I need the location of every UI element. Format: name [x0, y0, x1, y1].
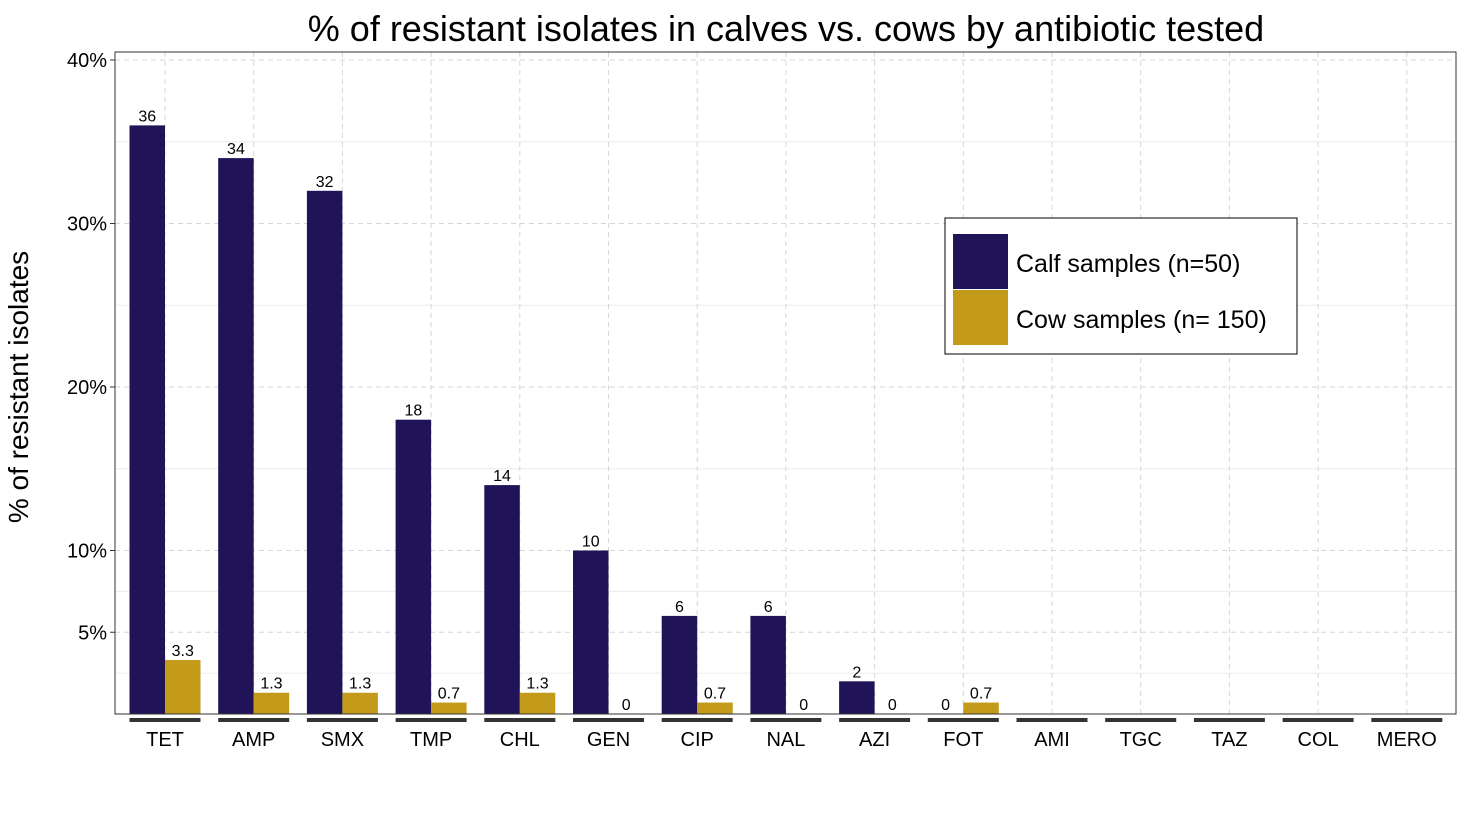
data-label-calf-tmp: 18	[404, 403, 422, 420]
data-label-cow-azi: 0	[888, 697, 897, 714]
bar-cow-fot	[963, 702, 999, 714]
data-label-cow-fot: 0.7	[970, 686, 992, 703]
y-tick-label: 30%	[67, 214, 107, 236]
data-label-calf-smx: 32	[316, 174, 334, 191]
bars	[129, 125, 999, 715]
data-labels: 36 34 32 18 14 10 6 6 2 0 3.3 1.3 1.3 0.7 1.3 0 0.7 0 0 0.7	[138, 108, 992, 714]
x-tick-bar	[218, 718, 290, 722]
x-tick-label-nal: NAL	[766, 729, 805, 751]
x-tick-bar	[927, 718, 999, 722]
bar-calf-nal	[750, 615, 786, 714]
legend-label-cow: Cow samples (n= 150)	[1016, 306, 1267, 334]
bar-calf-chl	[484, 485, 520, 714]
chart-title: % of resistant isolates in calves vs. co…	[308, 8, 1264, 49]
x-tick-label-cip: CIP	[681, 729, 714, 751]
x-tick-bar	[573, 718, 644, 722]
data-label-cow-tmp: 0.7	[438, 686, 460, 703]
bar-calf-tmp	[395, 419, 432, 714]
bar-cow-cip	[697, 702, 733, 714]
plot-border	[114, 51, 1457, 715]
x-tick-bar	[1282, 718, 1354, 722]
data-label-cow-nal: 0	[799, 697, 808, 714]
x-tick-label-gen: GEN	[587, 729, 630, 751]
x-tick-label-tgc: TGC	[1120, 729, 1162, 751]
data-label-cow-gen: 0	[622, 697, 631, 714]
data-label-cow-chl: 1.3	[526, 676, 548, 693]
x-tick-label-tmp: TMP	[410, 729, 452, 751]
data-label-calf-cip: 6	[675, 599, 684, 616]
bar-cow-chl	[519, 692, 556, 714]
x-tick-label-azi: AZI	[859, 729, 890, 751]
y-tick-label: 40%	[67, 50, 107, 72]
legend-swatch-calf	[953, 234, 1008, 289]
data-label-calf-nal: 6	[764, 599, 773, 616]
x-tick-label-chl: CHL	[500, 729, 540, 751]
legend-swatch-cow	[953, 290, 1008, 345]
x-tick-label-smx: SMX	[321, 729, 364, 751]
data-label-cow-amp: 1.3	[260, 676, 282, 693]
y-tick-label: 5%	[78, 622, 107, 644]
x-tick-bar	[1371, 718, 1443, 722]
x-tick-bar	[395, 718, 467, 722]
data-label-cow-cip: 0.7	[704, 686, 726, 703]
y-tick-label: 10%	[67, 541, 107, 563]
x-tick-label-tet: TET	[146, 729, 184, 751]
bar-calf-gen	[573, 550, 609, 714]
bar-calf-azi	[839, 681, 875, 714]
x-tick-bar	[750, 718, 822, 722]
data-label-calf-amp: 34	[227, 141, 245, 158]
x-tick-label-fot: FOT	[943, 729, 983, 751]
data-label-calf-chl: 14	[493, 468, 511, 485]
bar-cow-tmp	[431, 702, 467, 714]
x-tick-label-mero: MERO	[1377, 729, 1437, 751]
bar-calf-amp	[218, 158, 254, 715]
bar-calf-cip	[661, 615, 698, 714]
x-tick-bar	[661, 718, 733, 722]
data-label-cow-tet: 3.3	[172, 643, 194, 660]
data-label-calf-gen: 10	[582, 534, 600, 551]
x-tick-bar	[839, 718, 911, 722]
data-label-calf-fot: 0	[941, 697, 950, 714]
axis-ticks: 5% 10% 20% 30% 40% TET AMP SMX TMP CHL GEN CIP NAL AZ…	[67, 50, 1443, 751]
bar-calf-smx	[306, 190, 343, 715]
x-tick-label-ami: AMI	[1034, 729, 1070, 751]
x-tick-bar	[1016, 718, 1088, 722]
x-tick-bar	[484, 718, 556, 722]
x-tick-label-amp: AMP	[232, 729, 275, 751]
x-tick-bar	[1193, 718, 1265, 722]
data-label-calf-azi: 2	[852, 664, 861, 681]
bar-cow-amp	[253, 692, 290, 714]
x-tick-bar	[306, 718, 378, 722]
legend: Calf samples (n=50) Cow samples (n= 150)	[944, 217, 1298, 355]
y-axis-label: % of resistant isolates	[3, 251, 34, 523]
x-tick-bar	[1105, 718, 1177, 722]
x-tick-label-taz: TAZ	[1211, 729, 1247, 751]
bar-cow-tet	[165, 660, 201, 714]
y-tick-label: 20%	[67, 377, 107, 399]
data-label-cow-smx: 1.3	[349, 676, 371, 693]
bar-calf-tet	[129, 125, 165, 714]
bar-cow-smx	[342, 692, 378, 714]
data-label-calf-tet: 36	[138, 108, 156, 125]
x-tick-label-col: COL	[1298, 729, 1339, 751]
legend-label-calf: Calf samples (n=50)	[1016, 250, 1240, 278]
x-tick-bar	[129, 718, 201, 722]
